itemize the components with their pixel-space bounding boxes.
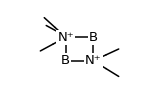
Text: B: B — [61, 54, 70, 67]
Text: N⁺: N⁺ — [57, 31, 74, 44]
Text: B: B — [89, 31, 98, 44]
Text: N⁺: N⁺ — [85, 54, 102, 67]
